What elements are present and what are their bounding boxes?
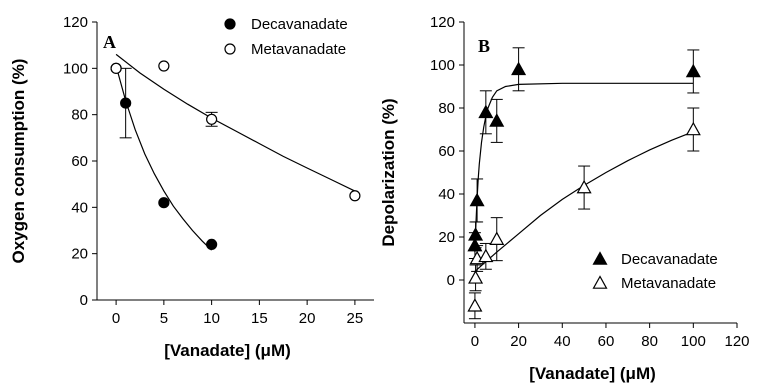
legend-label-decavanadate: Decavanadate [621,251,718,268]
panel-a-oxygen-consumption-chart: 0 5 10 15 20 25 0 20 40 60 80 100 120 Decavanadate Me… [9,14,374,360]
data-point-metavanadate [110,62,122,74]
data-point-decavanadate [478,104,494,119]
y-tick-label: 0 [80,292,88,309]
panel-b-label: B [478,36,490,56]
y-tick-label: 100 [63,60,88,77]
panel-b-x-axis-title: [Vanadate] (μM) [529,364,656,383]
data-point-decavanadate [469,192,485,207]
x-tick-label: 100 [681,333,706,350]
x-tick-label: 0 [471,333,479,350]
legend-label-decavanadate: Decavanadate [251,16,348,33]
legend-label-metavanadate: Metavanadate [621,275,716,292]
y-tick-label: 60 [71,153,88,170]
panel-a-x-axis-title: [Vanadate] (μM) [164,341,291,360]
x-tick-label: 5 [160,310,168,327]
panel-b-legend: Decavanadate Metavanadate [592,251,718,292]
x-tick-label: 120 [724,333,749,350]
x-tick-label: 60 [598,333,615,350]
x-tick-label: 20 [510,333,527,350]
panel-a-label: A [103,32,116,52]
panel-b-data-points [467,61,701,312]
x-tick-label: 40 [554,333,571,350]
data-point-metavanadate [158,60,170,72]
legend-marker-decavanadate [224,18,236,30]
x-tick-label: 80 [641,333,658,350]
panel-a-axes [96,22,374,301]
y-tick-label: 20 [71,246,88,263]
y-tick-label: 60 [438,143,455,160]
data-point-metavanadate [468,270,484,284]
data-point-metavanadate [349,190,361,202]
data-point-metavanadate [478,248,494,263]
data-point-metavanadate [467,298,483,312]
x-tick-label: 25 [347,310,364,327]
y-tick-label: 80 [71,107,88,124]
legend-label-metavanadate: Metavanadate [251,41,346,58]
fit-curve-metavanadate [474,131,694,272]
panel-b-ticks: 0 20 40 60 80 100 120 0 20 40 60 80 100 120 [430,14,750,350]
y-tick-label: 20 [438,229,455,246]
legend-marker-metavanadate [592,275,608,289]
data-point-metavanadate [489,231,505,245]
data-point-decavanadate [467,237,483,252]
y-tick-label: 0 [447,272,455,289]
y-tick-label: 80 [438,100,455,117]
data-point-decavanadate [120,97,132,109]
legend-marker-metavanadate [224,43,236,55]
y-tick-label: 100 [430,57,455,74]
fit-curve-metavanadate [115,53,356,192]
data-point-decavanadate [511,61,527,76]
panel-a-fit-curves [115,53,356,251]
x-tick-label: 20 [299,310,316,327]
y-tick-label: 120 [63,14,88,31]
data-point-metavanadate [576,179,592,194]
fit-curve-decavanadate [115,65,213,251]
y-tick-label: 40 [71,199,88,216]
data-point-metavanadate [206,113,218,125]
y-tick-label: 40 [438,186,455,203]
y-tick-label: 120 [430,14,455,31]
panel-a-ticks: 0 5 10 15 20 25 0 20 40 60 80 100 120 [63,14,363,327]
legend-marker-decavanadate [592,251,608,265]
panel-b-axes [463,22,737,324]
panel-a-data-points [110,60,361,250]
x-tick-label: 0 [112,310,120,327]
panel-a-legend: Decavanadate Metavanadate [224,16,348,58]
panel-b-depolarization-chart: 0 20 40 60 80 100 120 0 20 40 60 80 100 120 Decavanad… [379,14,750,383]
x-tick-label: 10 [203,310,220,327]
panel-b-y-axis-title: Depolarization (%) [379,98,398,246]
data-point-metavanadate [685,121,701,136]
data-point-decavanadate [685,63,701,78]
panel-a-y-axis-title: Oxygen consumption (%) [9,59,28,264]
x-tick-label: 15 [251,310,268,327]
data-point-decavanadate [468,227,484,241]
data-point-decavanadate [489,113,505,127]
data-point-decavanadate [158,197,170,209]
data-point-decavanadate [206,238,218,250]
